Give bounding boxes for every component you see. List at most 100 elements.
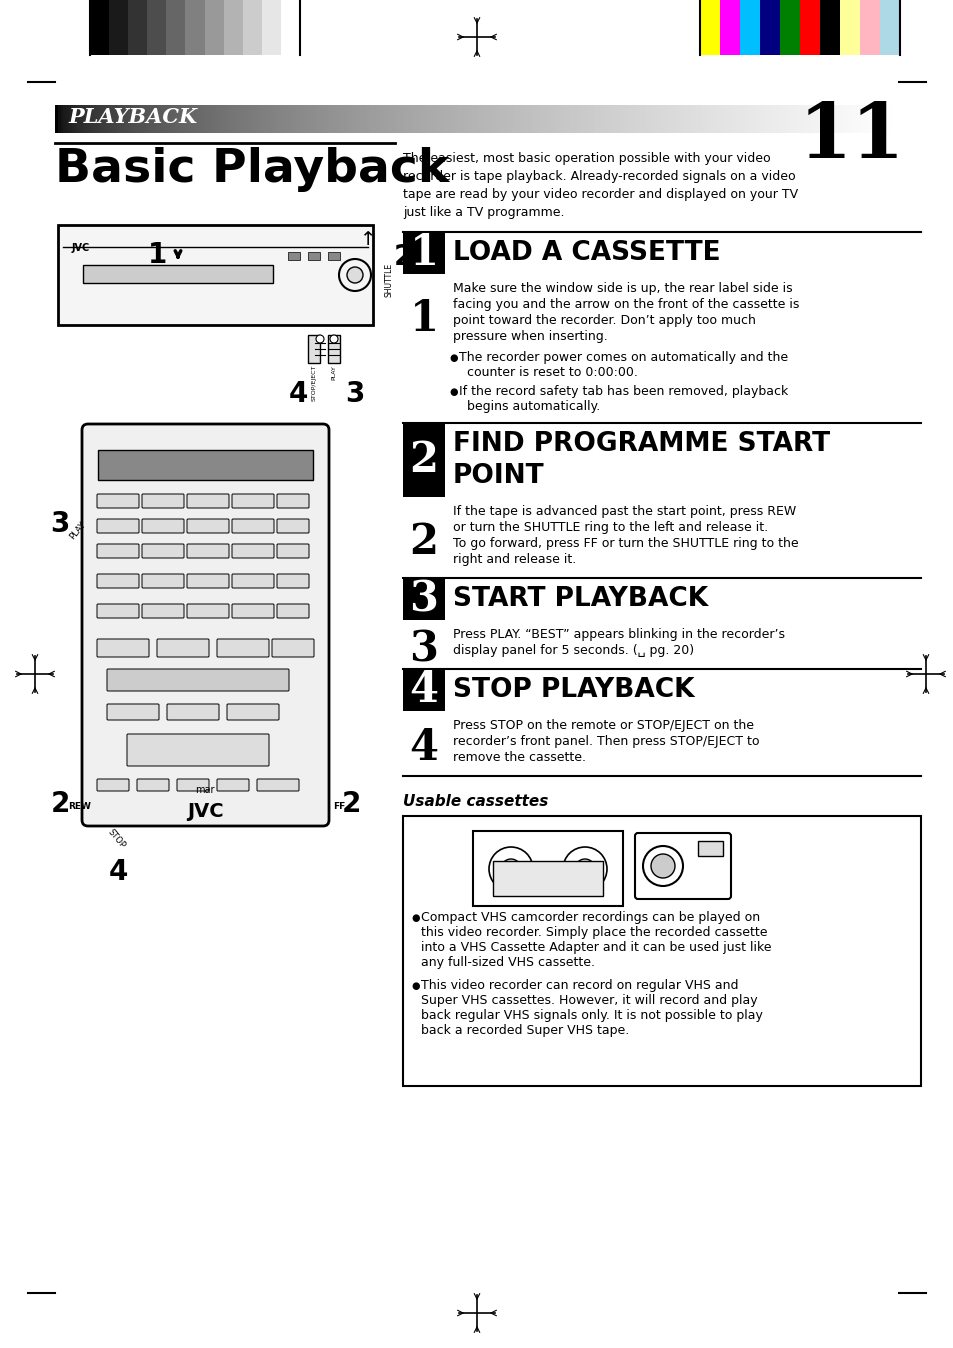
Bar	[673, 105, 677, 133]
Bar	[116, 105, 120, 133]
FancyBboxPatch shape	[232, 519, 274, 532]
Bar	[804, 105, 808, 133]
Bar	[363, 105, 366, 133]
Text: counter is reset to 0:00:00.: counter is reset to 0:00:00.	[458, 367, 638, 379]
Bar	[223, 105, 227, 133]
FancyBboxPatch shape	[127, 735, 269, 766]
Bar	[855, 105, 859, 133]
Bar	[698, 841, 722, 856]
Text: point toward the recorder. Don’t apply too much: point toward the recorder. Don’t apply t…	[453, 314, 755, 328]
Bar	[473, 830, 622, 906]
FancyBboxPatch shape	[187, 493, 229, 508]
FancyBboxPatch shape	[167, 704, 219, 720]
Bar	[223, 0, 242, 55]
Bar	[573, 105, 577, 133]
Bar	[615, 105, 618, 133]
Bar	[290, 105, 294, 133]
FancyBboxPatch shape	[232, 604, 274, 617]
Bar	[463, 105, 467, 133]
Text: 3: 3	[345, 380, 364, 408]
Bar	[657, 105, 660, 133]
Bar	[444, 669, 920, 710]
Bar	[648, 105, 652, 133]
Text: ↑: ↑	[359, 231, 375, 249]
Bar	[586, 105, 590, 133]
Bar	[298, 105, 302, 133]
Bar	[98, 450, 313, 480]
Text: SHUTTLE: SHUTTLE	[385, 263, 394, 297]
Bar	[204, 0, 223, 55]
Bar	[214, 105, 218, 133]
Bar	[859, 0, 879, 55]
FancyBboxPatch shape	[232, 493, 274, 508]
Bar	[709, 105, 713, 133]
Bar	[564, 105, 568, 133]
Bar	[538, 105, 542, 133]
Bar	[760, 0, 780, 55]
Circle shape	[650, 855, 675, 878]
FancyBboxPatch shape	[276, 545, 309, 558]
Bar	[131, 105, 134, 133]
Bar	[589, 105, 593, 133]
Text: back regular VHS signals only. It is not possible to play: back regular VHS signals only. It is not…	[420, 1010, 762, 1022]
Bar	[891, 105, 895, 133]
Bar	[740, 105, 744, 133]
FancyBboxPatch shape	[187, 519, 229, 532]
Bar	[720, 105, 724, 133]
Bar	[869, 105, 873, 133]
Text: 2: 2	[393, 243, 413, 271]
Bar	[493, 861, 602, 896]
Text: This video recorder can record on regular VHS and: This video recorder can record on regula…	[420, 979, 738, 992]
Text: 1: 1	[149, 241, 168, 270]
Bar	[882, 105, 886, 133]
Bar	[687, 105, 691, 133]
Bar	[827, 105, 831, 133]
FancyBboxPatch shape	[97, 545, 139, 558]
Bar	[175, 105, 179, 133]
Bar	[128, 0, 147, 55]
Bar	[136, 105, 140, 133]
Bar	[634, 105, 638, 133]
Bar	[550, 105, 554, 133]
Bar	[866, 105, 870, 133]
Bar	[438, 105, 442, 133]
Bar	[276, 105, 280, 133]
Bar	[639, 105, 643, 133]
Bar	[583, 105, 587, 133]
Bar	[167, 105, 171, 133]
Bar	[360, 105, 364, 133]
Bar	[800, 0, 820, 55]
Bar	[872, 105, 876, 133]
Bar	[693, 105, 697, 133]
Bar	[681, 105, 685, 133]
FancyBboxPatch shape	[97, 519, 139, 532]
Bar	[483, 105, 487, 133]
FancyBboxPatch shape	[97, 574, 139, 588]
Bar	[307, 105, 311, 133]
Circle shape	[347, 267, 363, 283]
Bar	[780, 0, 800, 55]
FancyBboxPatch shape	[137, 779, 169, 791]
Text: this video recorder. Simply place the recorded cassette: this video recorder. Simply place the re…	[420, 926, 767, 940]
Bar	[472, 105, 476, 133]
Bar	[676, 105, 679, 133]
Bar	[304, 105, 308, 133]
Bar	[402, 105, 406, 133]
Bar	[83, 266, 273, 283]
Text: recorder is tape playback. Already-recorded signals on a video: recorder is tape playback. Already-recor…	[402, 170, 795, 183]
FancyBboxPatch shape	[97, 604, 139, 617]
Text: If the tape is advanced past the start point, press REW: If the tape is advanced past the start p…	[453, 506, 796, 518]
Bar	[328, 252, 339, 260]
Bar	[841, 105, 844, 133]
Text: 2: 2	[51, 790, 70, 818]
Bar	[200, 105, 204, 133]
Bar	[858, 105, 862, 133]
Bar	[475, 105, 478, 133]
Text: pressure when inserting.: pressure when inserting.	[453, 330, 607, 342]
Bar	[774, 105, 778, 133]
Bar	[558, 105, 562, 133]
Bar	[541, 105, 545, 133]
Bar	[55, 105, 59, 133]
Bar	[519, 105, 523, 133]
Bar	[391, 105, 395, 133]
